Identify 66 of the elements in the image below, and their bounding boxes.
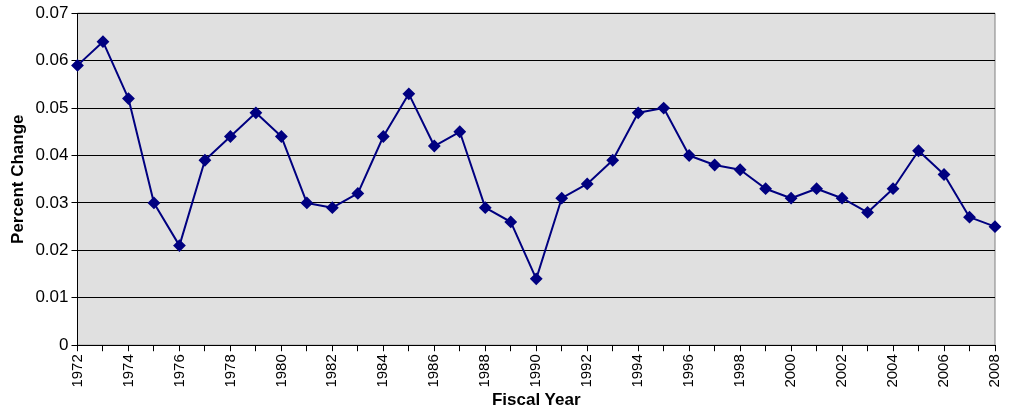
point [581, 177, 594, 190]
point [173, 239, 186, 252]
point [734, 163, 747, 176]
x-tick-label: 1982 [322, 354, 340, 388]
x-tick-label: 2000 [781, 354, 799, 388]
x-tick-label: 1988 [475, 354, 493, 388]
point [453, 125, 466, 138]
y-tick-label: 0.07 [35, 2, 69, 22]
x-tick-label: 1986 [424, 354, 442, 388]
x-tick-label: 1972 [67, 354, 85, 388]
point [938, 168, 951, 181]
point [785, 192, 798, 205]
point [555, 192, 568, 205]
point [402, 87, 415, 100]
point [71, 59, 84, 72]
y-tick-label: 0 [59, 334, 69, 354]
x-tick-label: 1978 [220, 354, 238, 388]
point [479, 201, 492, 214]
point [249, 106, 262, 119]
point [275, 130, 288, 143]
y-tick-label: 0.05 [35, 97, 69, 117]
point [428, 140, 441, 153]
x-tick-label: 1980 [271, 354, 289, 388]
y-tick-label: 0.03 [35, 192, 69, 212]
x-tick-label: 2002 [832, 354, 850, 388]
x-axis-title: Fiscal Year [491, 390, 581, 410]
y-axis-title: Percent Change [7, 114, 27, 244]
point [810, 182, 823, 195]
point [759, 182, 772, 195]
x-tick-label: 1994 [628, 354, 646, 388]
point [96, 35, 109, 48]
point [683, 149, 696, 162]
y-tick-label: 0.01 [35, 287, 69, 307]
x-tick-label: 2004 [883, 354, 901, 388]
point [708, 158, 721, 171]
x-tick-label: 1996 [679, 354, 697, 388]
point [530, 272, 543, 285]
y-tick-label: 0.04 [35, 145, 69, 165]
point [147, 196, 160, 209]
x-tick-label: 1976 [169, 354, 187, 388]
x-tick-label: 2008 [985, 354, 1003, 388]
point [224, 130, 237, 143]
point [326, 201, 339, 214]
x-tick-label: 1984 [373, 354, 391, 388]
point [912, 144, 925, 157]
x-tick-label: 1990 [526, 354, 544, 388]
point [122, 92, 135, 105]
y-tick-label: 0.06 [35, 50, 69, 70]
point [300, 196, 313, 209]
point [657, 102, 670, 115]
y-tick-label: 0.02 [35, 240, 69, 260]
point [632, 106, 645, 119]
point [198, 154, 211, 167]
x-tick-label: 1998 [730, 354, 748, 388]
x-tick-label: 2006 [934, 354, 952, 388]
point [606, 154, 619, 167]
point [887, 182, 900, 195]
x-tick-label: 1974 [118, 354, 136, 388]
point [504, 215, 517, 228]
point [351, 187, 364, 200]
point [963, 211, 976, 224]
point [861, 206, 874, 219]
point [377, 130, 390, 143]
point [836, 192, 849, 205]
point [989, 220, 1001, 233]
x-tick-label: 1992 [577, 354, 595, 388]
